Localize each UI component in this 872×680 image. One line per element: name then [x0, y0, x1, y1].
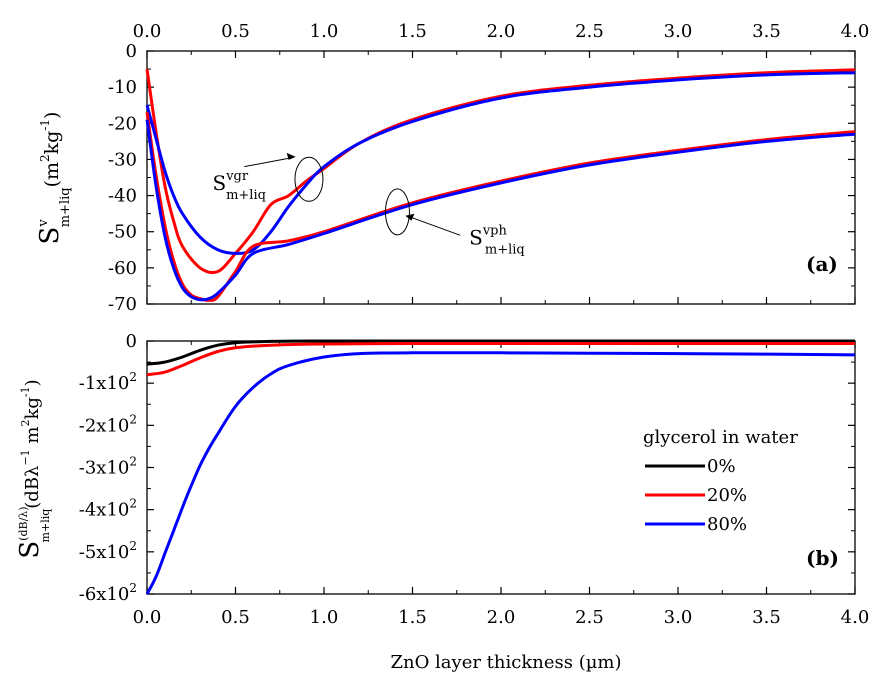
legend-label-0: 0% [707, 456, 736, 477]
panel-b-label: (b) [806, 546, 839, 570]
panel-a-series-line-vph-3 [145, 119, 856, 302]
panel-b-y-tick-label: -2x102 [79, 412, 137, 436]
vph-arrow-head [405, 213, 415, 221]
panel-a-y-tick-label: -50 [108, 222, 137, 243]
panel-b-y-tick-label: 0 [126, 331, 137, 352]
top-x-tick-label: 3.5 [752, 21, 781, 42]
panel-a-y-tick-label: -30 [108, 149, 137, 170]
panel-a-annotations: Svgr m+liq Svph m+liq [212, 152, 525, 257]
panel-b-curves [145, 339, 856, 595]
annotation-vph: Svph m+liq [469, 223, 525, 257]
top-x-tick-label: 0.5 [221, 21, 250, 42]
vgr-arrow-line [244, 157, 293, 168]
panel-b-series-line-0 [146, 339, 855, 366]
panel-b-ticks: 0.0 0.5 1.0 1.5 2.0 2.5 3.0 3.5 4.0 0 -1x102 -2x102… [79, 331, 870, 628]
panel-a-label: (a) [806, 252, 838, 276]
panel-a-y-tick-label: -40 [108, 186, 137, 207]
bottom-x-tick-label: 4.0 [841, 607, 870, 628]
panel-a-ticks: 0.0 0.5 1.0 1.5 2.0 2.5 3.0 3.5 4.0 0 -10 -20 -30 -40… [108, 21, 869, 315]
vgr-arrow-head [286, 152, 296, 160]
top-x-tick-label: 2.5 [575, 21, 604, 42]
panel-b-y-tick-label: -1x102 [79, 370, 137, 394]
legend-title: glycerol in water [643, 427, 798, 448]
bottom-x-tick-label: 1.0 [310, 607, 339, 628]
bottom-x-tick-label: 0.0 [133, 607, 162, 628]
panel-a-y-tick-label: -70 [108, 294, 137, 315]
top-x-tick-label: 1.0 [310, 21, 339, 42]
panel-b-y-tick-label: -5x102 [79, 539, 137, 563]
panel-b-frame [146, 340, 856, 595]
vph-ellipse [384, 188, 410, 236]
panel-a-y-tick-label: -60 [108, 258, 137, 279]
panel-a-frame [146, 50, 856, 305]
panel-b-y-axis-label: S(dB/λ) m+liq(dBλ−1 m2kg-1) [15, 379, 52, 558]
legend-label-2: 80% [707, 514, 747, 535]
bottom-x-tick-label: 2.0 [487, 607, 516, 628]
panel-a-y-tick-label: -20 [108, 113, 137, 134]
panel-a: 0.0 0.5 1.0 1.5 2.0 2.5 3.0 3.5 4.0 0 -10 -20 -30 -40… [35, 21, 869, 315]
top-x-tick-label: 1.5 [398, 21, 427, 42]
panel-b-series-line-1 [146, 341, 855, 377]
panel-a-y-axis-label: Sv m+liq(m2kg-1) [35, 112, 73, 245]
panel-a-series-line-vph-2 [145, 112, 856, 302]
top-x-tick-label: 0.0 [133, 21, 162, 42]
panel-b-y-tick-label: -6x102 [79, 581, 137, 605]
annotation-vgr: Svgr m+liq [212, 169, 265, 203]
panel-b: 0.0 0.5 1.0 1.5 2.0 2.5 3.0 3.5 4.0 0 -1x102 -2x102… [15, 331, 869, 628]
top-x-tick-label: 4.0 [841, 21, 870, 42]
panel-a-series-line-vgr-0 [145, 68, 856, 275]
bottom-x-tick-label: 0.5 [221, 607, 250, 628]
bottom-x-tick-label: 1.5 [398, 607, 427, 628]
legend: glycerol in water 0% 20% 80% [643, 427, 798, 535]
panel-b-y-tick-label: -4x102 [79, 497, 137, 521]
panel-a-y-tick-label: 0 [126, 41, 137, 62]
panel-a-curves [145, 68, 856, 302]
top-x-tick-label: 3.0 [664, 21, 693, 42]
panel-b-y-tick-label: -3x102 [79, 455, 137, 479]
panel-a-series-line-vgr-1 [145, 71, 856, 255]
top-x-tick-label: 2.0 [487, 21, 516, 42]
vph-arrow-line [408, 216, 461, 236]
bottom-x-tick-label: 2.5 [575, 607, 604, 628]
x-axis-label: ZnO layer thickness (µm) [390, 652, 621, 673]
vgr-ellipse [294, 156, 324, 202]
panel-a-y-tick-label: -10 [108, 77, 137, 98]
legend-label-1: 20% [707, 485, 747, 506]
panel-b-series-line-2 [145, 351, 856, 595]
bottom-x-tick-label: 3.0 [664, 607, 693, 628]
bottom-x-tick-label: 3.5 [752, 607, 781, 628]
